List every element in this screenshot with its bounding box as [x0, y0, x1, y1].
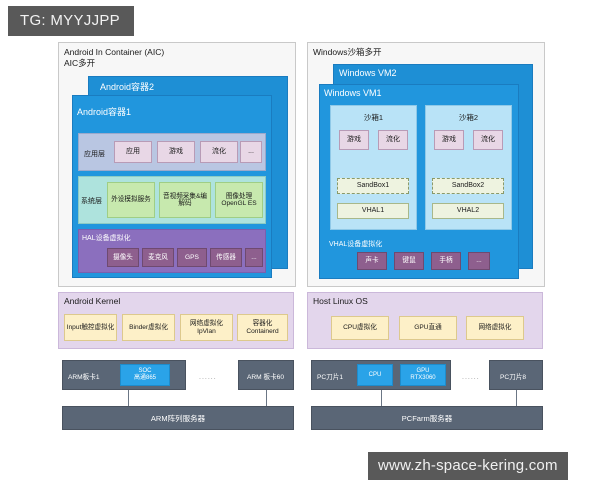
app-layer-label: 应用层: [84, 151, 105, 158]
arm-soc-chip: SOC 高通865: [120, 364, 170, 386]
sandbox-2-title: 沙箱2: [458, 113, 479, 122]
arm-array-server: ARM阵列服务器: [62, 406, 294, 430]
connector-left-1: [128, 390, 129, 406]
hal-chip-5: ...: [245, 248, 263, 267]
vhal-chip-1: 声卡: [357, 252, 387, 270]
hal-chip-1: 摄像头: [107, 248, 139, 267]
right-section-title: Windows沙箱多开: [313, 47, 382, 57]
android-container-2-title: Android容器2: [100, 82, 155, 92]
system-chip-1: 外设模拟服务: [107, 182, 155, 218]
android-kernel-chip-3: 网络虚拟化 IpVlan: [180, 314, 233, 341]
sandbox-1-vhal-box: VHAL1: [337, 203, 409, 219]
sandbox-1-chip-1: 游戏: [339, 130, 369, 150]
vhal-chip-2: 键鼠: [394, 252, 424, 270]
system-chip-3: 图像处理 OpenGL ES: [215, 182, 263, 218]
tg-badge: TG: MYYJJPP: [8, 6, 134, 36]
app-chip-3: 流化: [200, 141, 238, 163]
sandbox-2-sandbox-box: SandBox2: [432, 178, 504, 194]
hal-chip-2: 麦克风: [142, 248, 174, 267]
arm-board-60: [238, 360, 294, 390]
android-container-1-title: Android容器1: [77, 107, 132, 117]
vhal-chip-4: ...: [468, 252, 490, 270]
hal-layer-label: HAL设备虚拟化: [82, 235, 131, 242]
android-kernel-chip-2: Binder虚拟化: [122, 314, 175, 341]
sandbox-1-chip-2: 流化: [378, 130, 408, 150]
sandbox-1-sandbox-box: SandBox1: [337, 178, 409, 194]
system-layer-label: 系统层: [81, 198, 102, 205]
connector-right-2: [516, 390, 517, 406]
pcfarm-server: PCFarm服务器: [311, 406, 543, 430]
android-kernel-chip-1: Input触控虚拟化: [64, 314, 117, 341]
hal-chip-4: 传感器: [210, 248, 242, 267]
arm-board-60-label: ARM 板卡60: [247, 374, 285, 381]
watermark: www.zh-space-kering.com: [368, 452, 568, 480]
sandbox-1-title: 沙箱1: [363, 113, 384, 122]
host-linux-chip-3: 网络虚拟化: [466, 316, 524, 340]
host-linux-chip-1: CPU虚拟化: [331, 316, 389, 340]
pc-cpu-chip: CPU: [357, 364, 393, 386]
hal-chip-3: GPS: [177, 248, 207, 267]
connector-right-1: [381, 390, 382, 406]
pc-blade-ellipsis: ......: [462, 374, 480, 381]
windows-vm-2-title: Windows VM2: [339, 68, 397, 78]
sandbox-2-chip-2: 流化: [473, 130, 503, 150]
connector-left-2: [266, 390, 267, 406]
arm-board-ellipsis: ......: [199, 374, 217, 381]
android-kernel-title: Android Kernel: [64, 296, 121, 306]
windows-vm-1-title: Windows VM1: [324, 88, 382, 98]
system-chip-2: 音视频采集&编解码: [159, 182, 211, 218]
vhal-chip-3: 手柄: [431, 252, 461, 270]
app-chip-4: ...: [240, 141, 262, 163]
sandbox-2-vhal-box: VHAL2: [432, 203, 504, 219]
left-section-title: Android In Container (AIC) AIC多开: [64, 47, 165, 68]
app-chip-1: 应用: [114, 141, 152, 163]
android-kernel-chip-4: 容器化 Containerd: [237, 314, 288, 341]
vhal-layer-label: VHAL设备虚拟化: [329, 241, 383, 248]
app-chip-2: 游戏: [157, 141, 195, 163]
sandbox-2-chip-1: 游戏: [434, 130, 464, 150]
pc-blade-8: [489, 360, 543, 390]
pc-blade-8-label: PC刀片8: [500, 374, 527, 381]
host-linux-chip-2: GPU直通: [399, 316, 457, 340]
pc-gpu-chip: GPU RTX3060: [400, 364, 446, 386]
arm-board-1-label: ARM板卡1: [68, 374, 100, 381]
pc-blade-1-label: PC刀片1: [317, 374, 344, 381]
host-linux-title: Host Linux OS: [313, 296, 368, 306]
